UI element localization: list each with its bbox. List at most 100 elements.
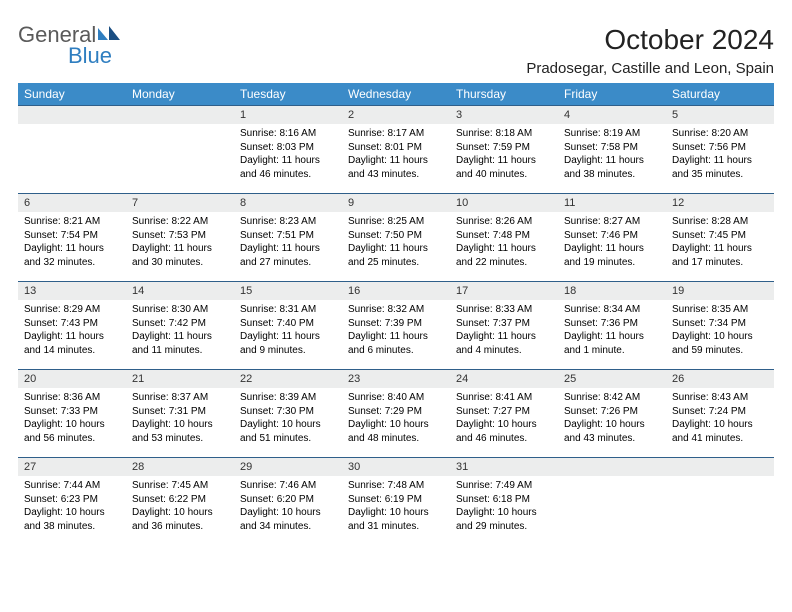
calendar-cell: 8Sunrise: 8:23 AMSunset: 7:51 PMDaylight… (234, 194, 342, 282)
day-line: Sunrise: 8:29 AM (24, 303, 120, 317)
day-line: Sunset: 7:37 PM (456, 317, 552, 331)
calendar-cell (126, 106, 234, 194)
day-line: and 43 minutes. (348, 168, 444, 182)
calendar-cell (558, 458, 666, 546)
day-number: 27 (18, 458, 126, 476)
day-line: Daylight: 10 hours (132, 506, 228, 520)
day-line: and 48 minutes. (348, 432, 444, 446)
day-number: 6 (18, 194, 126, 212)
day-line: and 51 minutes. (240, 432, 336, 446)
day-line: Sunrise: 8:33 AM (456, 303, 552, 317)
day-line: and 31 minutes. (348, 520, 444, 534)
day-line: Daylight: 11 hours (240, 242, 336, 256)
location: Pradosegar, Castille and Leon, Spain (526, 60, 774, 77)
day-line: Sunset: 7:59 PM (456, 141, 552, 155)
day-line: Daylight: 11 hours (240, 154, 336, 168)
day-line: Sunset: 7:50 PM (348, 229, 444, 243)
day-number: 11 (558, 194, 666, 212)
day-line: and 41 minutes. (672, 432, 768, 446)
day-line: Sunrise: 8:26 AM (456, 215, 552, 229)
day-line: and 38 minutes. (564, 168, 660, 182)
calendar-table: SundayMondayTuesdayWednesdayThursdayFrid… (18, 83, 774, 546)
day-line: and 19 minutes. (564, 256, 660, 270)
day-line: Daylight: 11 hours (132, 330, 228, 344)
day-line: Daylight: 11 hours (456, 242, 552, 256)
day-line: Daylight: 11 hours (456, 154, 552, 168)
day-body: Sunrise: 8:21 AMSunset: 7:54 PMDaylight:… (18, 212, 126, 275)
day-body: Sunrise: 8:27 AMSunset: 7:46 PMDaylight:… (558, 212, 666, 275)
day-line: Sunrise: 7:45 AM (132, 479, 228, 493)
title-block: October 2024 Pradosegar, Castille and Le… (526, 24, 774, 77)
day-body: Sunrise: 7:44 AMSunset: 6:23 PMDaylight:… (18, 476, 126, 539)
day-line: Sunrise: 8:40 AM (348, 391, 444, 405)
day-line: Sunrise: 7:44 AM (24, 479, 120, 493)
day-line: Sunset: 6:19 PM (348, 493, 444, 507)
day-line: Daylight: 11 hours (564, 330, 660, 344)
calendar-cell: 17Sunrise: 8:33 AMSunset: 7:37 PMDayligh… (450, 282, 558, 370)
day-body: Sunrise: 8:31 AMSunset: 7:40 PMDaylight:… (234, 300, 342, 363)
day-body (18, 124, 126, 133)
calendar-cell: 9Sunrise: 8:25 AMSunset: 7:50 PMDaylight… (342, 194, 450, 282)
day-line: Daylight: 11 hours (564, 154, 660, 168)
day-line: Sunset: 7:26 PM (564, 405, 660, 419)
calendar-cell: 14Sunrise: 8:30 AMSunset: 7:42 PMDayligh… (126, 282, 234, 370)
day-body: Sunrise: 8:18 AMSunset: 7:59 PMDaylight:… (450, 124, 558, 187)
day-body: Sunrise: 8:33 AMSunset: 7:37 PMDaylight:… (450, 300, 558, 363)
calendar-cell: 10Sunrise: 8:26 AMSunset: 7:48 PMDayligh… (450, 194, 558, 282)
day-line: Sunrise: 7:49 AM (456, 479, 552, 493)
calendar-row: 6Sunrise: 8:21 AMSunset: 7:54 PMDaylight… (18, 194, 774, 282)
day-body: Sunrise: 8:16 AMSunset: 8:03 PMDaylight:… (234, 124, 342, 187)
day-line: Daylight: 11 hours (240, 330, 336, 344)
day-body (126, 124, 234, 133)
calendar-cell: 28Sunrise: 7:45 AMSunset: 6:22 PMDayligh… (126, 458, 234, 546)
day-number: 2 (342, 106, 450, 124)
day-number: 24 (450, 370, 558, 388)
day-line: and 22 minutes. (456, 256, 552, 270)
day-header: Wednesday (342, 83, 450, 106)
day-body: Sunrise: 7:45 AMSunset: 6:22 PMDaylight:… (126, 476, 234, 539)
day-line: Sunset: 7:40 PM (240, 317, 336, 331)
day-number: 8 (234, 194, 342, 212)
day-line: Daylight: 10 hours (132, 418, 228, 432)
day-body: Sunrise: 8:41 AMSunset: 7:27 PMDaylight:… (450, 388, 558, 451)
day-line: Daylight: 11 hours (132, 242, 228, 256)
day-line: and 40 minutes. (456, 168, 552, 182)
calendar-cell: 6Sunrise: 8:21 AMSunset: 7:54 PMDaylight… (18, 194, 126, 282)
day-number: 12 (666, 194, 774, 212)
day-line: Sunset: 7:43 PM (24, 317, 120, 331)
day-body (558, 476, 666, 485)
day-line: and 27 minutes. (240, 256, 336, 270)
day-number: 20 (18, 370, 126, 388)
day-line: and 6 minutes. (348, 344, 444, 358)
day-line: Daylight: 11 hours (24, 242, 120, 256)
day-line: Sunset: 7:33 PM (24, 405, 120, 419)
calendar-cell: 12Sunrise: 8:28 AMSunset: 7:45 PMDayligh… (666, 194, 774, 282)
day-number: 7 (126, 194, 234, 212)
calendar-cell: 23Sunrise: 8:40 AMSunset: 7:29 PMDayligh… (342, 370, 450, 458)
day-body: Sunrise: 8:35 AMSunset: 7:34 PMDaylight:… (666, 300, 774, 363)
day-line: Sunset: 6:18 PM (456, 493, 552, 507)
calendar-row: 1Sunrise: 8:16 AMSunset: 8:03 PMDaylight… (18, 106, 774, 194)
logo-line2: Blue (68, 45, 120, 67)
day-line: Sunset: 7:54 PM (24, 229, 120, 243)
day-line: and 30 minutes. (132, 256, 228, 270)
day-header: Friday (558, 83, 666, 106)
calendar-cell: 20Sunrise: 8:36 AMSunset: 7:33 PMDayligh… (18, 370, 126, 458)
day-number: 5 (666, 106, 774, 124)
day-number: 30 (342, 458, 450, 476)
calendar-cell: 2Sunrise: 8:17 AMSunset: 8:01 PMDaylight… (342, 106, 450, 194)
day-line: Sunset: 7:39 PM (348, 317, 444, 331)
day-number: 28 (126, 458, 234, 476)
day-number: 10 (450, 194, 558, 212)
day-line: Daylight: 11 hours (456, 330, 552, 344)
day-number: 4 (558, 106, 666, 124)
logo: General Blue (18, 24, 120, 67)
day-line: Sunrise: 8:35 AM (672, 303, 768, 317)
day-line: Daylight: 10 hours (672, 330, 768, 344)
day-number: 1 (234, 106, 342, 124)
calendar-cell: 30Sunrise: 7:48 AMSunset: 6:19 PMDayligh… (342, 458, 450, 546)
day-line: Daylight: 11 hours (672, 242, 768, 256)
day-body: Sunrise: 8:36 AMSunset: 7:33 PMDaylight:… (18, 388, 126, 451)
calendar-cell: 13Sunrise: 8:29 AMSunset: 7:43 PMDayligh… (18, 282, 126, 370)
day-line: Sunrise: 8:17 AM (348, 127, 444, 141)
